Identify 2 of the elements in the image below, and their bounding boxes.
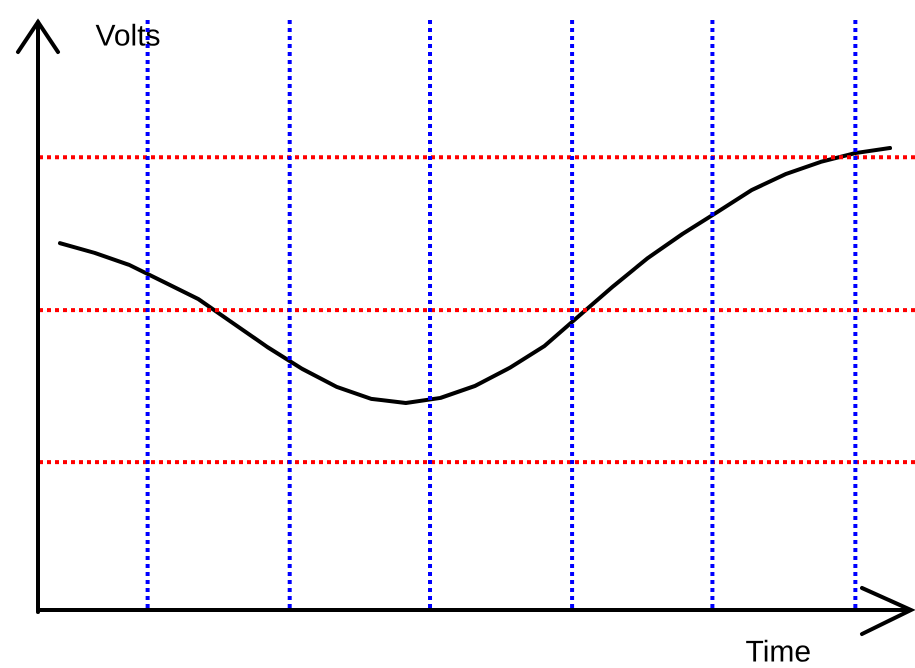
y-axis-title: Volts bbox=[96, 20, 161, 52]
x-axis-title: Time bbox=[746, 636, 812, 668]
